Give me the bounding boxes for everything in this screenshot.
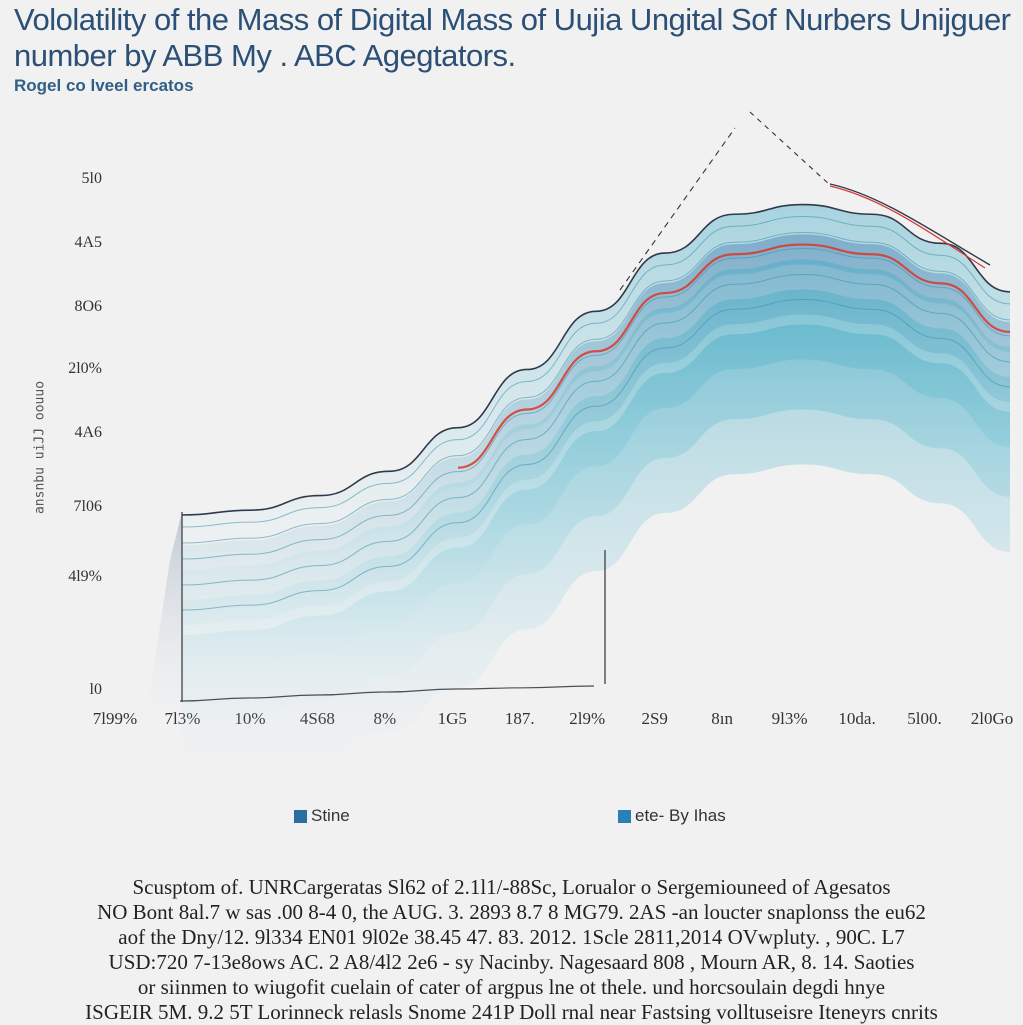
y-tick-label: 5l0 [81,170,102,187]
x-tick-label: 9l3% [771,709,808,728]
series-2-line [179,685,595,702]
legend-swatch-2 [618,809,631,823]
legend-swatch-1 [294,809,307,823]
left-spike [148,512,184,705]
annotation-dashed-line [749,111,831,186]
x-tick-label: 5l00. [907,709,942,728]
caption-line: Scusptom of. UNRCargeratas Sl62 of 2.1l1… [132,875,891,899]
strand-line [181,216,1011,528]
y-tick-label: 4l9% [68,568,102,585]
caption-line: aof the Dny/12. 9l334 EN01 9l02e 38.45 4… [118,925,905,949]
x-tick-label: 2S9 [641,709,668,728]
y-tick-label: 4A5 [74,234,102,251]
annotation-dashed-line [619,127,736,291]
volatility-band [182,204,1010,575]
caption-text: Scusptom of. UNRCargeratas Sl62 of 2.1l1… [10,875,1013,1025]
x-tick-label: 7l99% [92,709,138,728]
caption-line: ISGEIR 5M. 9.2 5T Lorinneck relasls Snom… [85,1000,938,1024]
caption-line: USD:720 7-13e8ows AC. 2 A8/4l2 2e6 - sy … [108,950,915,974]
strand-line [181,274,1011,586]
volatility-band [182,324,1010,760]
caption-line: NO Bont 8al.7 w sas .00 8-4 0, the AUG. … [97,900,926,924]
series-1-line [181,203,1011,516]
legend-item-2: ete- By Ihas [618,806,726,826]
caption-line: or siinmen to wiugofit cuelain of cater … [137,975,886,999]
y-tick-label: 2l0% [68,360,102,377]
legend-label-2: ete- By Ihas [635,806,726,825]
chart-title: Vololatility of the Mass of Digital Mass… [14,2,1011,73]
y-tick-label: l0 [89,681,102,698]
strand-line [181,232,1011,544]
accent-line [457,243,1011,469]
x-tick-label: 1G5 [437,709,467,728]
y-tick-label: 7l06 [73,498,102,515]
x-tick-label: 2l9% [569,709,606,728]
x-tick-label: 187. [504,709,535,728]
legend-label-1: Stine [311,806,350,825]
chart-subtitle: Rogel co lveel ercatos [14,76,194,95]
y-tick-label: 8O6 [74,298,102,315]
x-tick-label: 2l0Go [970,709,1014,728]
chart-plot-area [148,111,1011,760]
x-tick-label: 10da. [838,709,876,728]
y-tick-label: 4A6 [74,424,102,441]
strand-line [181,248,1011,560]
overlap-line [829,183,991,266]
x-tick-label: 8ın [711,709,733,728]
strand-line [181,299,1011,611]
overlap-line-red [829,185,986,269]
legend-item-1: Stine [294,806,350,826]
